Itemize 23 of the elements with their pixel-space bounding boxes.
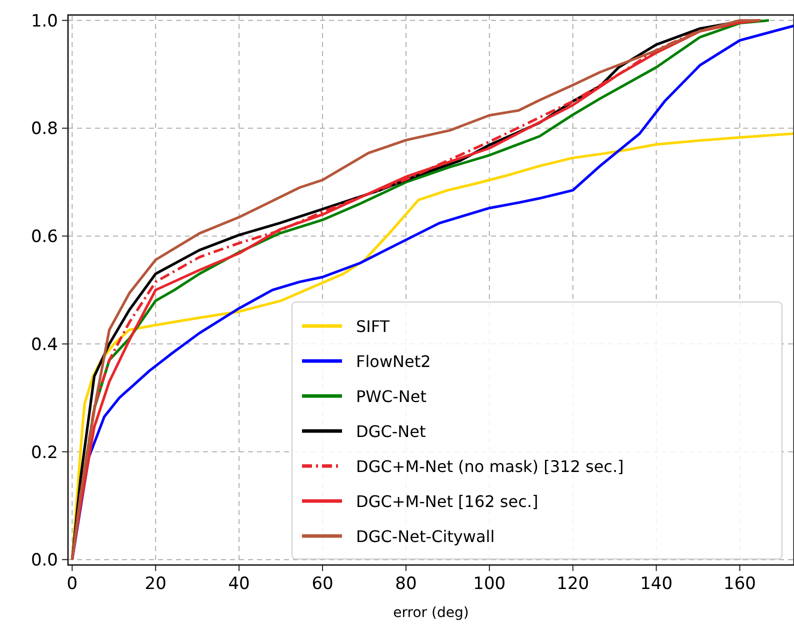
legend-label: DGC-Net-Citywall — [356, 527, 495, 546]
y-tick-label: 0.8 — [30, 119, 58, 140]
x-tick-label: 160 — [724, 574, 756, 594]
x-tick-label: 100 — [473, 574, 506, 594]
legend-label: DGC+M-Net [162 sec.] — [356, 492, 538, 511]
legend-label: SIFT — [356, 317, 390, 336]
y-tick-label: 1.0 — [30, 11, 58, 32]
x-axis-title: error (deg) — [393, 605, 469, 621]
legend-label: PWC-Net — [356, 387, 426, 406]
x-tick-label: 80 — [395, 574, 417, 594]
x-tick-label: 40 — [228, 574, 250, 594]
x-tick-label: 20 — [144, 574, 166, 594]
legend-label: DGC+M-Net (no mask) [312 sec.] — [356, 457, 624, 476]
x-tick-label: 60 — [312, 574, 334, 594]
legend-label: FlowNet2 — [356, 352, 431, 371]
y-tick-label: 0.2 — [30, 442, 58, 463]
x-tick-label: 140 — [640, 574, 673, 594]
x-tick-label: 120 — [556, 574, 590, 594]
x-tick-label: 0 — [66, 574, 78, 594]
legend-label: DGC-Net — [356, 422, 426, 441]
y-tick-label: 0.6 — [30, 227, 58, 248]
y-tick-label: 0.0 — [30, 550, 58, 571]
y-tick-label: 0.4 — [30, 334, 58, 355]
